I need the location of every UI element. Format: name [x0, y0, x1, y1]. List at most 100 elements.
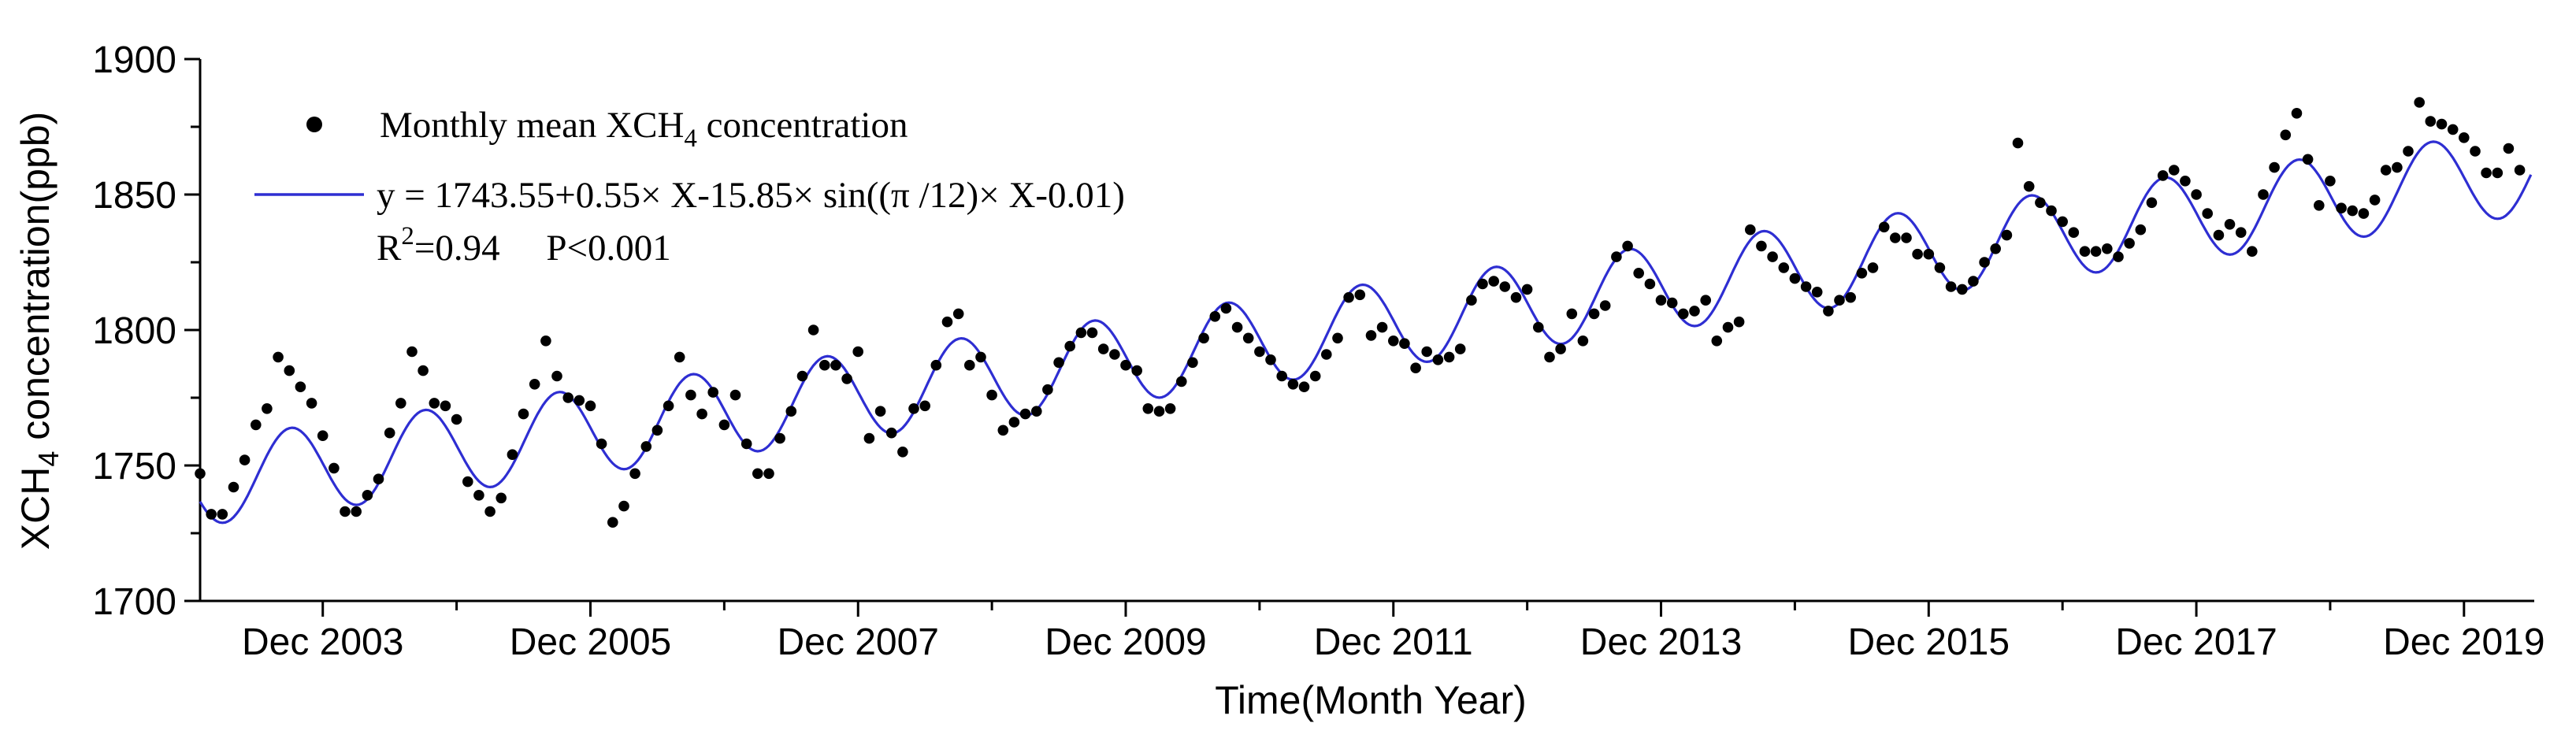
data-point: [1254, 346, 1265, 358]
data-point: [317, 430, 328, 441]
data-point: [2224, 219, 2236, 230]
x-tick-label: Dec 2005: [510, 621, 671, 663]
data-point: [1466, 295, 1477, 306]
data-point: [1365, 330, 1377, 341]
data-point: [986, 389, 997, 401]
data-point: [1131, 365, 1142, 376]
data-point: [674, 351, 685, 363]
data-point: [930, 359, 942, 371]
data-point: [1689, 306, 1700, 317]
data-point: [195, 468, 206, 480]
data-point: [1622, 240, 1633, 252]
data-point: [451, 413, 462, 425]
data-point: [2102, 243, 2113, 254]
data-point: [841, 373, 852, 384]
data-point: [2057, 216, 2068, 228]
data-point: [1510, 291, 1522, 303]
data-point: [1678, 308, 1689, 320]
data-point: [217, 509, 228, 520]
data-point: [362, 490, 373, 501]
data-point: [239, 454, 251, 465]
data-point: [2168, 165, 2180, 176]
data-point: [1354, 289, 1366, 301]
data-point: [2447, 124, 2459, 135]
data-point: [1979, 257, 1990, 268]
data-point: [1800, 281, 1812, 292]
data-point: [885, 427, 897, 439]
data-point: [2035, 197, 2046, 209]
data-point: [1644, 278, 1656, 290]
data-point: [2380, 165, 2392, 176]
data-point: [1220, 302, 1232, 314]
data-point: [1086, 327, 1098, 339]
data-point: [1756, 240, 1767, 252]
data-point: [2079, 246, 2091, 258]
data-point: [295, 381, 306, 393]
data-point: [774, 432, 785, 444]
data-point: [685, 389, 696, 401]
data-point: [2135, 224, 2147, 235]
data-point: [1209, 311, 1221, 322]
data-point: [1432, 354, 1444, 365]
data-point: [785, 406, 797, 417]
data-point: [819, 359, 830, 371]
data-point: [1923, 248, 1935, 260]
data-point: [663, 400, 674, 412]
axes: 1700 1750 1800 1850 1900 Dec 2003 Dec 2005 Dec …: [92, 39, 2544, 663]
data-point: [2213, 229, 2225, 241]
data-point: [941, 316, 953, 328]
data-point: [1231, 321, 1243, 333]
data-point: [251, 419, 262, 431]
data-point: [518, 408, 529, 420]
data-point: [1443, 351, 1455, 363]
data-point: [1097, 343, 1109, 354]
data-point: [1990, 243, 2001, 254]
x-tick-label: Dec 2003: [242, 621, 403, 663]
data-point: [1399, 338, 1410, 350]
data-point: [395, 398, 406, 409]
data-point: [2258, 189, 2269, 200]
data-point: [1343, 291, 1354, 303]
data-point: [1878, 221, 1890, 233]
data-point: [1031, 406, 1042, 417]
data-point: [964, 359, 975, 371]
data-point: [2280, 129, 2292, 141]
y-axis-title: XCH4 concentration(ppb): [13, 112, 65, 550]
data-point: [1856, 268, 1868, 279]
data-point: [2336, 202, 2347, 214]
data-point: [462, 476, 473, 488]
data-point: [997, 425, 1009, 436]
data-point: [2358, 208, 2370, 219]
data-point: [1421, 346, 1432, 358]
data-point: [729, 389, 741, 401]
data-point: [1633, 268, 1644, 279]
fit-line: [199, 140, 2533, 525]
data-point: [228, 481, 239, 493]
data-point: [2157, 170, 2169, 181]
y-tick-label: 1750: [92, 446, 176, 488]
data-point: [328, 462, 340, 474]
scatter-series: [195, 97, 2526, 528]
data-point: [1588, 308, 1600, 320]
data-point: [2369, 195, 2381, 206]
data-point: [1611, 251, 1622, 262]
x-tick-label: Dec 2015: [1848, 621, 2010, 663]
data-point: [2436, 118, 2448, 130]
legend-equation-label: y = 1743.55+0.55× X-15.85× sin((π /12)× …: [377, 175, 1125, 216]
data-point: [908, 403, 919, 414]
data-point: [1544, 351, 1555, 363]
data-point: [429, 398, 440, 409]
data-point: [718, 419, 730, 431]
data-point: [2325, 176, 2336, 187]
data-point: [2235, 227, 2247, 239]
data-point: [2459, 132, 2470, 143]
data-point: [1265, 354, 1276, 365]
data-point: [596, 438, 607, 450]
data-point: [1075, 327, 1087, 339]
data-point: [540, 336, 551, 347]
data-point: [651, 425, 663, 436]
data-point: [384, 427, 395, 439]
data-point: [1566, 308, 1578, 320]
data-point: [1811, 287, 1823, 298]
